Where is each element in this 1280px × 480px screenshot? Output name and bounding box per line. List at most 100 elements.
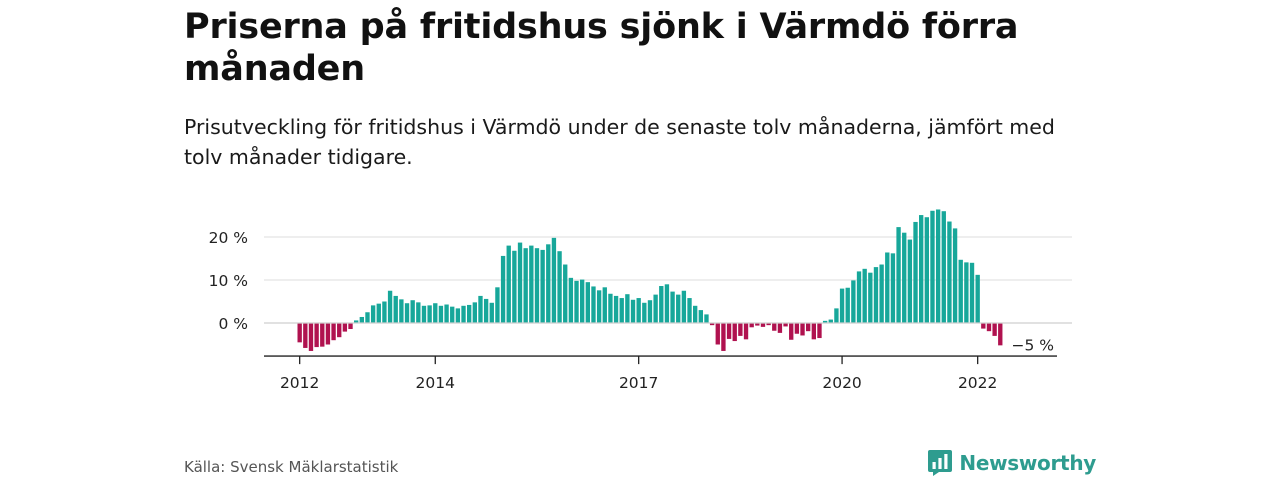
bar [789,323,794,340]
bar [896,227,901,323]
bar [642,302,647,323]
bar [698,310,703,323]
bar [839,288,845,323]
bar [947,221,952,323]
bar [478,295,483,323]
chart-subtitle: Prisutveckling för fritidshus i Värmdö u… [184,115,1055,169]
bar [602,287,607,323]
bar [506,245,511,323]
bar [930,210,935,323]
bar [444,304,449,323]
bar [941,211,946,323]
x-tick-label: 2017 [619,374,658,392]
bar [817,323,822,339]
x-tick-label: 2012 [280,374,319,392]
bar [952,228,958,323]
bar [834,308,839,323]
bar [342,323,348,332]
bar [557,251,562,323]
bar [958,259,963,323]
bar [924,217,929,323]
bar [529,245,534,323]
bar [399,299,404,323]
bar [907,239,913,323]
bar [331,323,336,341]
bar [704,314,709,323]
bar [540,249,545,323]
bar [433,303,438,323]
bar [359,316,364,323]
bar [998,323,1003,346]
bar [337,323,342,338]
bar [681,290,687,323]
bar [969,262,975,323]
bar [308,323,314,351]
bar [676,294,681,323]
bar [721,323,726,351]
bar [523,248,528,323]
bar [811,323,816,340]
bar [981,323,986,329]
bar [382,301,387,323]
bar [851,280,856,323]
bar [806,323,811,332]
bar [387,290,393,323]
bar [325,323,331,345]
bar [664,284,670,323]
bar [500,255,506,323]
bar [472,302,477,323]
bar [647,300,653,323]
bar [354,320,359,323]
bar [732,323,737,342]
bar [856,271,862,323]
bar [749,323,754,328]
bar [551,237,557,323]
y-tick-label: −5 % [1011,337,1054,355]
newsworthy-logo[interactable]: Newsworthy [927,449,1096,477]
bar [738,323,743,336]
bar [314,323,319,348]
bar [760,323,766,327]
bar [303,323,308,348]
bar [320,323,325,347]
bar [517,242,523,323]
bar [630,299,636,323]
chart-card: Priserna på fritidshus sjönk i Värmdö fö… [184,0,1096,480]
bar [709,323,715,326]
bar [783,323,788,327]
bar [687,298,692,323]
bar [591,286,596,323]
bar [467,304,472,323]
bar [370,305,376,323]
bar [777,323,783,333]
bar [608,293,613,323]
bar [410,300,415,323]
bar [455,308,461,323]
bar [935,209,941,323]
newsworthy-bars-icon [928,450,953,476]
bar [546,244,551,323]
bar [438,305,444,323]
bar [574,280,579,323]
bar [348,323,353,330]
y-tick-label: 10 % [209,272,248,290]
bar [828,319,833,323]
bar [879,264,884,323]
bar [868,272,873,323]
bar [416,302,421,323]
bar [693,305,698,323]
bar [670,291,675,323]
bar [772,323,777,331]
bar [495,287,500,323]
bar [563,264,568,323]
bar [862,268,867,323]
bar [919,215,924,323]
brand-name: Newsworthy [959,451,1096,475]
bar [461,305,466,323]
bar [653,294,658,323]
x-tick-label: 2014 [416,374,455,392]
bar [365,312,370,323]
bar [512,250,517,323]
x-tick-label: 2022 [958,374,997,392]
